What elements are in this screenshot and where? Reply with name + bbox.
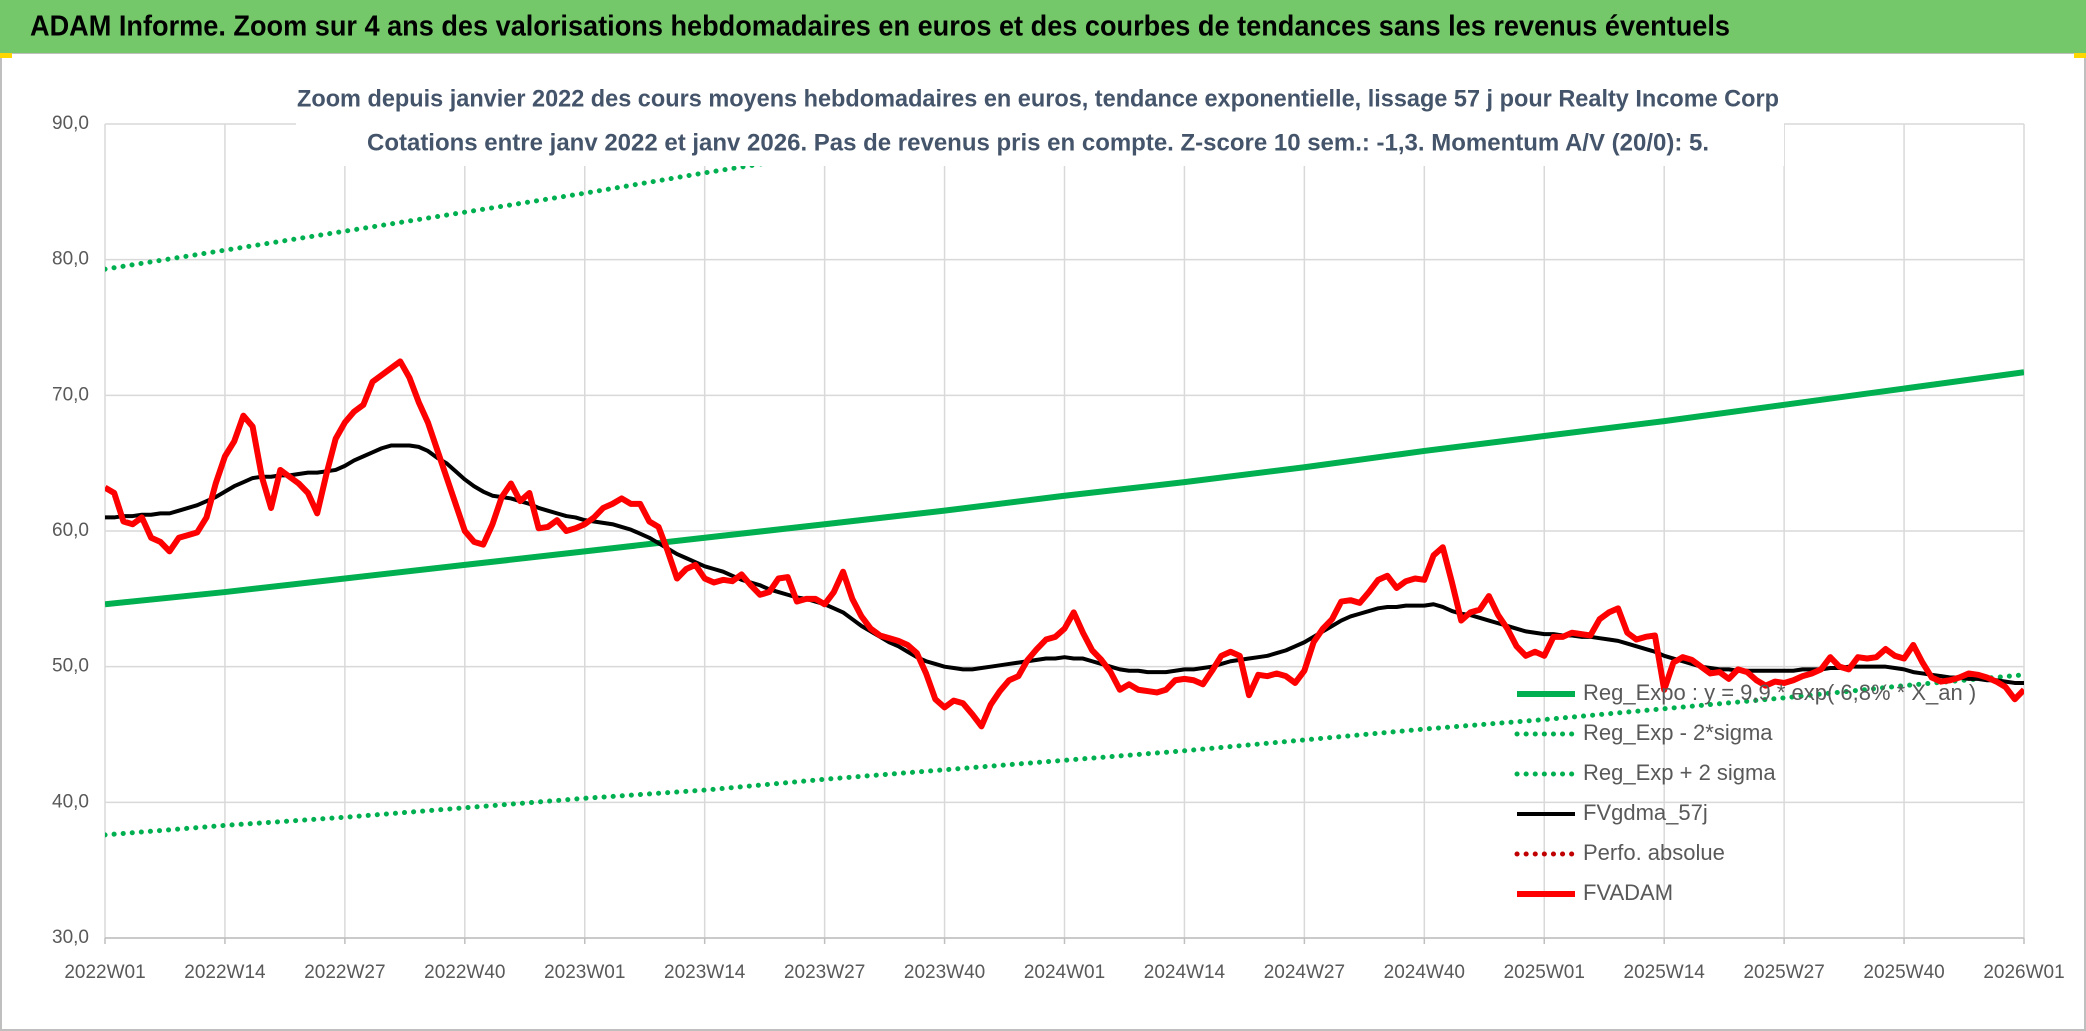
x-tick-label: 2024W01 — [1024, 962, 1105, 983]
x-tick-label: 2025W27 — [1743, 962, 1824, 983]
chart-title: Zoom depuis janvier 2022 des cours moyen… — [297, 85, 1779, 112]
x-tick-label: 2025W40 — [1863, 962, 1944, 983]
y-tick-label: 70,0 — [52, 384, 89, 405]
y-tick-label: 50,0 — [52, 656, 89, 677]
legend-label: FVADAM — [1583, 880, 1673, 905]
x-tick-label: 2022W14 — [184, 962, 266, 983]
x-tick-label: 2022W01 — [64, 962, 145, 983]
legend-label: Reg_Exp - 2*sigma — [1583, 720, 1773, 745]
legend-label: Reg_Exp + 2 sigma — [1583, 760, 1776, 785]
x-tick-label: 2024W40 — [1384, 962, 1465, 983]
grid: 30,0 40,0 50,0 60,0 70,0 80,0 90,0 2022W01 2022W… — [52, 113, 2065, 983]
y-tick-label: 30,0 — [52, 927, 89, 948]
x-tick-label: 2024W14 — [1144, 962, 1226, 983]
x-tick-label: 2023W27 — [784, 962, 865, 983]
x-tick-label: 2023W40 — [904, 962, 985, 983]
corner — [2074, 53, 2086, 58]
x-tick-label: 2025W14 — [1624, 962, 1706, 983]
y-tick-label: 80,0 — [52, 249, 89, 270]
series-line — [105, 369, 2024, 608]
y-tick-label: 40,0 — [52, 791, 89, 812]
series-lines — [105, 124, 2024, 838]
chart-subtitle: Cotations entre janv 2022 et janv 2026. … — [367, 129, 1709, 156]
legend-label: Reg_Expo : y = 9,9 * exp( 6,8% * X_an ) — [1583, 680, 1976, 705]
chart-frame — [0, 52, 2086, 1031]
header-bar — [0, 0, 2086, 53]
y-tick-label: 60,0 — [52, 520, 89, 541]
title-box — [296, 78, 1784, 166]
x-tick-label: 2024W27 — [1264, 962, 1345, 983]
y-tick-label: 90,0 — [52, 113, 89, 134]
series-line — [105, 672, 2024, 838]
x-tick-label: 2023W14 — [664, 962, 746, 983]
legend-label: Perfo. absolue — [1583, 840, 1725, 865]
series-line — [105, 358, 2024, 730]
x-tick-label: 2026W01 — [1983, 962, 2064, 983]
x-tick-label: 2023W01 — [544, 962, 625, 983]
corner — [0, 53, 12, 58]
x-tick-label: 2022W27 — [304, 962, 385, 983]
header-title: ADAM Informe. Zoom sur 4 ans des valoris… — [30, 11, 1730, 43]
x-tick-label: 2025W01 — [1504, 962, 1585, 983]
legend: Reg_Expo : y = 9,9 * exp( 6,8% * X_an ) R… — [1514, 680, 1976, 905]
legend-label: FVgdma_57j — [1583, 800, 1708, 825]
x-tick-label: 2022W40 — [424, 962, 505, 983]
